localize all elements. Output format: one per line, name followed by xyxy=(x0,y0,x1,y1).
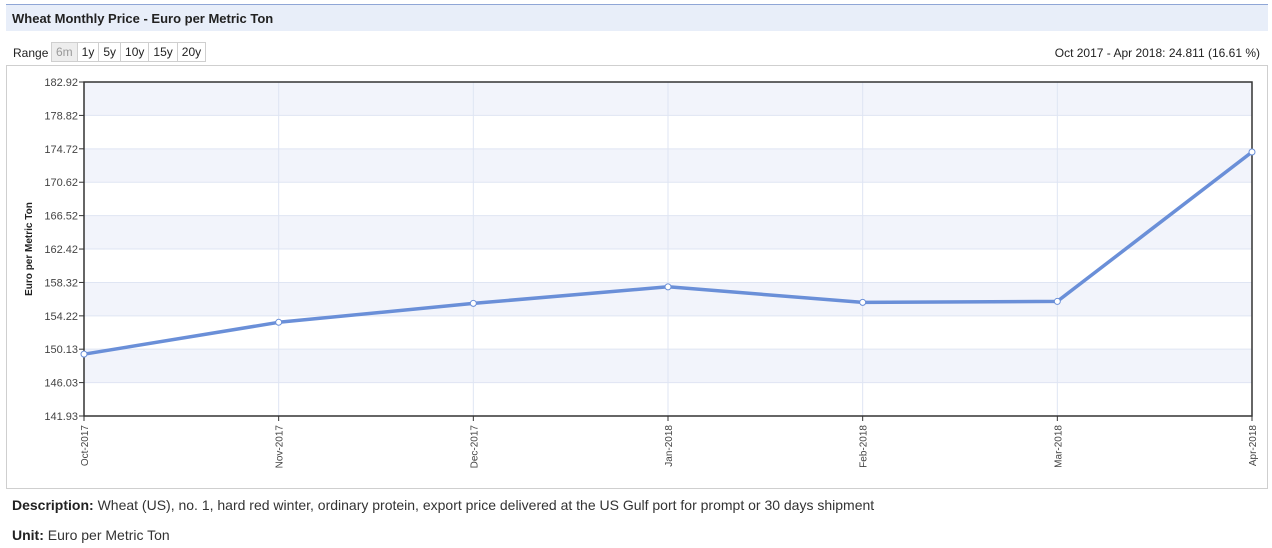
data-point[interactable] xyxy=(664,283,672,291)
data-point[interactable] xyxy=(1053,297,1061,305)
y-tick-label: 162.42 xyxy=(44,244,78,256)
y-tick-label: 178.82 xyxy=(44,110,78,122)
y-tick-label: 174.72 xyxy=(44,144,78,156)
range-5y-button[interactable]: 5y xyxy=(98,42,122,62)
range-6m-button[interactable]: 6m xyxy=(51,42,78,62)
period-change-info: Oct 2017 - Apr 2018: 24.811 (16.61 %) xyxy=(1054,46,1260,60)
range-1y-button[interactable]: 1y xyxy=(76,42,100,62)
description-text: Wheat (US), no. 1, hard red winter, ordi… xyxy=(97,497,875,513)
x-tick-label: Oct-2017 xyxy=(80,425,91,467)
description-label: Description: xyxy=(12,497,94,513)
y-axis-label: Euro per Metric Ton xyxy=(24,202,35,296)
unit: Unit: Euro per Metric Ton xyxy=(12,527,170,543)
description: Description: Wheat (US), no. 1, hard red… xyxy=(12,497,874,513)
y-tick-label: 154.22 xyxy=(44,311,78,323)
x-tick-label: Feb-2018 xyxy=(859,425,870,468)
unit-label: Unit: xyxy=(12,527,44,543)
data-point[interactable] xyxy=(80,350,88,358)
data-point[interactable] xyxy=(1248,148,1256,156)
x-tick-label: Apr-2018 xyxy=(1248,425,1259,467)
y-tick-label: 166.52 xyxy=(44,211,78,223)
range-20y-button[interactable]: 20y xyxy=(176,42,207,62)
y-tick-label: 141.93 xyxy=(44,411,78,423)
x-tick-label: Mar-2018 xyxy=(1053,425,1064,468)
chart-frame: 141.93 146.03 150.13 154.22 158.32 162.42 166.… xyxy=(6,65,1268,489)
unit-text: Euro per Metric Ton xyxy=(47,527,170,543)
y-tick-label: 170.62 xyxy=(44,177,78,189)
y-tick-label: 150.13 xyxy=(44,344,78,356)
chart-title: Wheat Monthly Price - Euro per Metric To… xyxy=(12,11,274,26)
x-tick-label: Jan-2018 xyxy=(664,425,675,467)
range-selector: 6m 1y 5y 10y 15y 20y xyxy=(51,42,207,62)
data-point[interactable] xyxy=(859,298,867,306)
y-tick-label: 182.92 xyxy=(44,77,78,89)
range-10y-button[interactable]: 10y xyxy=(120,42,150,62)
range-15y-button[interactable]: 15y xyxy=(148,42,178,62)
data-point[interactable] xyxy=(469,299,477,307)
y-tick-label: 146.03 xyxy=(44,378,78,390)
chart-title-bar: Wheat Monthly Price - Euro per Metric To… xyxy=(6,4,1268,31)
y-tick-label: 158.32 xyxy=(44,277,78,289)
price-line-chart: 141.93 146.03 150.13 154.22 158.32 162.42 166.… xyxy=(24,77,1259,469)
range-label: Range xyxy=(13,46,49,60)
data-point[interactable] xyxy=(275,318,283,326)
x-tick-label: Dec-2017 xyxy=(469,425,480,469)
x-tick-label: Nov-2017 xyxy=(275,425,286,469)
